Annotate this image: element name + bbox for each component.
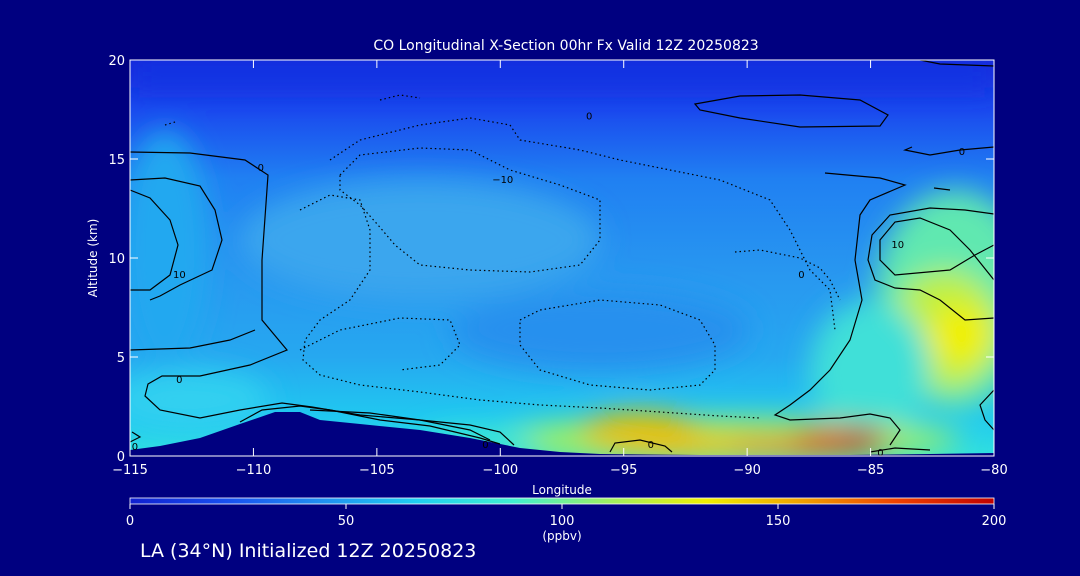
x-tick-label: −100 [482, 463, 518, 478]
terrain [130, 412, 994, 456]
colorbar-tick-label: 50 [338, 514, 355, 529]
contour-label: 0 [586, 111, 592, 122]
colorbar-tick-label: 200 [982, 514, 1007, 529]
co-field: 0 −10 0 0 10 10 0 0 0 0 0 0 [130, 60, 994, 459]
x-tick-label: −105 [359, 463, 395, 478]
contour-lines [130, 60, 994, 453]
contour-label: 0 [176, 375, 182, 386]
chart-title: CO Longitudinal X-Section 00hr Fx Valid … [373, 38, 758, 54]
colorbar-unit: (ppbv) [542, 529, 581, 543]
colorbar-tick-label: 0 [126, 514, 134, 529]
contour-label: 0 [132, 442, 138, 453]
colorbar-tick-label: 150 [766, 514, 791, 529]
contour-label: 0 [877, 448, 883, 459]
x-axis: −115 −110 −105 −100 −95 −90 −85 −80 [112, 60, 1008, 478]
contour-label: 10 [173, 270, 186, 281]
x-tick-label: −80 [980, 463, 1007, 478]
contour-label: 0 [648, 440, 654, 451]
contour-label: 10 [891, 240, 904, 251]
contour-label: 0 [959, 147, 965, 158]
contour-label: 0 [258, 163, 264, 174]
contour-labels: 0 −10 0 0 10 10 0 0 0 0 0 0 [132, 111, 965, 459]
y-tick-label: 20 [108, 54, 125, 69]
colorbar-tick-label: 100 [550, 514, 575, 529]
y-tick-label: 0 [117, 450, 125, 465]
x-tick-label: −90 [733, 463, 760, 478]
x-tick-label: −110 [236, 463, 272, 478]
y-axis-label: Altitude (km) [86, 219, 100, 298]
dotted-contour-lines [164, 94, 841, 419]
x-tick-label: −95 [610, 463, 637, 478]
colorbar-bar [129, 497, 995, 505]
y-tick-label: 5 [117, 351, 125, 366]
colorbar: 0 50 100 150 200 [126, 497, 1007, 529]
x-axis-label: Longitude [532, 483, 592, 497]
x-tick-label: −85 [857, 463, 884, 478]
contour-label: 0 [798, 270, 804, 281]
contour-label: 0 [482, 440, 488, 451]
contour-label: −10 [492, 175, 513, 186]
y-axis: 0 5 10 15 20 [108, 54, 994, 465]
x-tick-label: −115 [112, 463, 148, 478]
y-tick-label: 15 [108, 153, 125, 168]
y-tick-label: 10 [108, 252, 125, 267]
footer-caption: LA (34°N) Initialized 12Z 20250823 [140, 540, 477, 562]
